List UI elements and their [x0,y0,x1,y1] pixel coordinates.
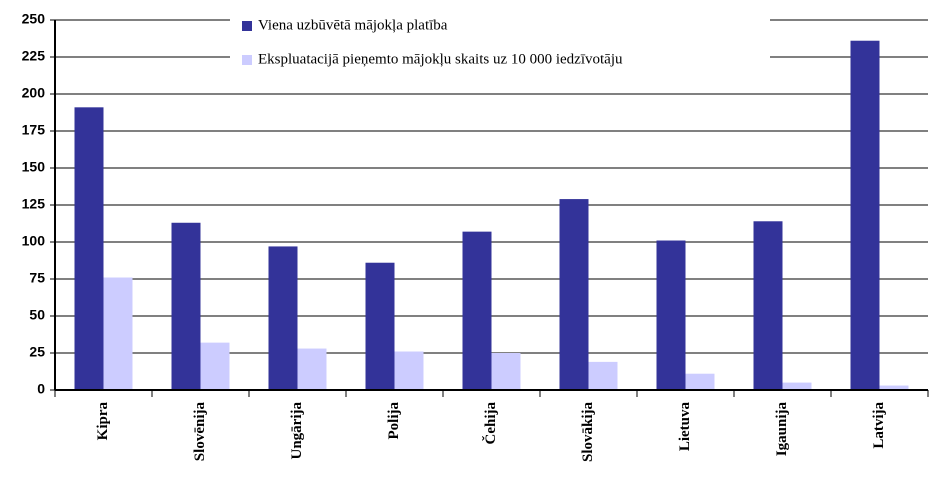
y-tick-label: 175 [22,122,46,138]
bar [588,361,618,390]
x-tick-label: Čehija [482,402,499,445]
legend-swatch [242,21,252,31]
x-tick-label: Igaunija [774,402,790,457]
bar [782,382,812,390]
bar [365,262,395,390]
bar [656,240,686,390]
bar [394,351,424,390]
y-tick-label: 200 [22,85,46,101]
bar [685,373,715,390]
bar [171,222,201,390]
x-tick-label: Slovēnija [192,402,208,462]
bar [559,199,589,390]
y-tick-label: 125 [22,196,46,212]
y-tick-label: 50 [29,307,45,323]
y-tick-label: 225 [22,48,46,64]
y-tick-label: 75 [29,270,45,286]
legend-box [230,8,770,74]
x-tick-label: Slovākija [580,402,596,463]
y-tick-label: 25 [29,344,45,360]
bar [879,385,909,390]
x-tick-label: Kipra [95,402,111,441]
bar [103,277,133,390]
x-tick-label: Latvija [871,402,887,449]
legend-label: Ekspluatacijā pieņemto mājokļu skaits uz… [258,51,623,67]
y-tick-label: 150 [22,159,46,175]
y-tick-label: 0 [37,381,45,397]
legend-swatch [242,55,252,65]
x-tick-label: Polija [386,402,402,440]
x-tick-label: Lietuva [677,402,693,452]
bar [491,353,521,390]
y-tick-label: 100 [22,233,46,249]
bar [753,221,783,390]
bar [297,348,327,390]
bar [462,231,492,390]
legend-label: Viena uzbūvētā mājokļa platība [258,17,448,33]
y-tick-label: 250 [22,11,46,27]
bar [200,342,230,390]
bar [268,246,298,390]
bar [850,40,880,390]
x-tick-label: Ungārija [289,402,305,460]
bar [74,107,104,390]
